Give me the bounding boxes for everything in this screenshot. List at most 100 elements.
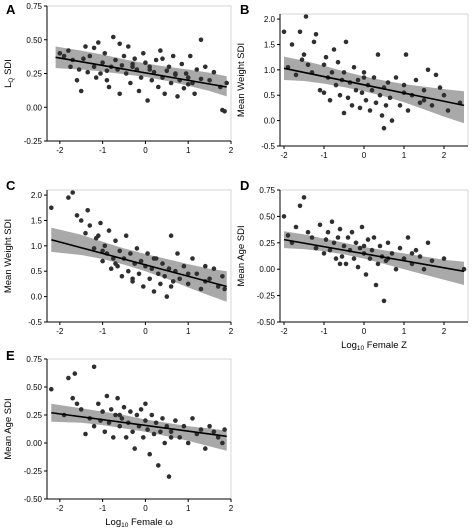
data-point: [355, 264, 361, 270]
data-point: [299, 57, 305, 62]
data-point: [317, 222, 323, 228]
data-point: [132, 446, 137, 451]
data-point: [207, 423, 212, 429]
data-point: [207, 78, 212, 83]
data-point: [337, 92, 343, 98]
panel-c: C -2 -1 0 1 2 -0.5 0.0 0.5 1.0 1.5 2.0 Mean Weight S…: [3, 178, 234, 336]
data-point: [321, 62, 327, 68]
data-point: [367, 108, 373, 113]
panel-b-y-axis-label: Mean Weight SDI: [236, 43, 247, 117]
data-point: [179, 61, 185, 67]
panel-a-y-axis-label: LQ SDI: [3, 59, 15, 88]
data-point: [149, 412, 155, 418]
x-tick-label: -2: [280, 151, 288, 160]
data-point: [102, 51, 108, 56]
data-point: [361, 70, 367, 75]
data-point: [91, 423, 97, 429]
data-point: [153, 420, 159, 426]
data-point: [134, 412, 140, 418]
data-point: [128, 251, 133, 256]
data-point: [185, 271, 191, 277]
data-point: [224, 80, 229, 86]
panel-e-points: [49, 364, 227, 479]
y-tick-label: -0.25: [24, 467, 43, 476]
data-point: [309, 235, 315, 240]
data-point: [104, 68, 110, 74]
y-tick-label: 0.25: [26, 70, 42, 79]
data-point: [91, 64, 97, 70]
x-tick-label: -1: [99, 327, 107, 336]
x-label-main: Log: [105, 517, 121, 528]
data-point: [323, 54, 329, 60]
x-tick-label: -2: [280, 327, 288, 336]
data-point: [349, 229, 355, 235]
data-point: [355, 77, 361, 83]
data-point: [111, 34, 116, 40]
data-point: [198, 76, 204, 82]
data-point: [375, 52, 381, 57]
data-point: [357, 245, 363, 251]
data-point: [421, 266, 427, 272]
panel-e: E -2 -1 0 1 2 -0.50 -0.25 0.00 0.25 0.50 0.75 Mean A…: [3, 348, 234, 529]
data-point: [343, 261, 349, 267]
data-point: [166, 64, 172, 70]
data-point: [381, 298, 387, 304]
x-label-subscript: 10: [357, 345, 365, 352]
data-point: [413, 247, 419, 253]
data-point: [81, 56, 86, 61]
data-point: [160, 261, 165, 266]
x-tick-label: 1: [186, 146, 191, 155]
data-point: [145, 427, 150, 432]
data-point: [83, 230, 88, 236]
data-point: [373, 100, 379, 106]
data-point: [335, 59, 341, 65]
data-point: [203, 263, 208, 269]
data-point: [220, 440, 225, 446]
data-point: [413, 77, 419, 83]
data-point: [303, 14, 309, 19]
panel-a: A -2 -1 0 1 2 -0.25 0.00 0.25 0.50 0.75 LQ SDI: [3, 2, 234, 155]
data-point: [203, 446, 208, 451]
data-point: [321, 90, 327, 95]
data-point: [126, 268, 131, 274]
data-point: [85, 208, 90, 213]
data-point: [100, 409, 105, 414]
data-point: [185, 82, 191, 87]
data-point: [177, 435, 182, 440]
data-point: [351, 65, 357, 70]
data-point: [66, 375, 71, 381]
data-point: [361, 243, 367, 249]
x-tick-label: 0: [143, 146, 148, 155]
data-point: [147, 276, 152, 282]
data-point: [393, 266, 399, 272]
data-point: [381, 125, 387, 131]
y-label-rest: SDI: [3, 59, 14, 77]
y-tick-label: 0.25: [259, 239, 275, 248]
y-tick-label: 0.00: [259, 265, 275, 274]
data-point: [117, 248, 122, 254]
data-point: [311, 39, 317, 45]
data-point: [173, 418, 178, 423]
data-point: [417, 254, 423, 259]
x-tick-label: -1: [320, 151, 328, 160]
data-point: [151, 289, 157, 294]
data-point: [377, 243, 383, 249]
data-point: [175, 94, 180, 99]
data-point: [317, 87, 323, 93]
x-tick-label: -2: [56, 504, 64, 513]
data-point: [393, 75, 399, 80]
y-tick-label: -0.50: [24, 495, 43, 504]
data-point: [158, 429, 163, 435]
data-point: [66, 195, 71, 200]
data-point: [211, 429, 217, 435]
data-point: [357, 105, 363, 111]
y-tick-label: 1.5: [264, 40, 276, 49]
data-point: [113, 412, 118, 418]
data-point: [190, 416, 195, 421]
data-point: [168, 429, 174, 435]
data-point: [106, 420, 112, 426]
data-point: [222, 109, 227, 114]
data-point: [102, 243, 108, 249]
data-point: [143, 418, 148, 423]
